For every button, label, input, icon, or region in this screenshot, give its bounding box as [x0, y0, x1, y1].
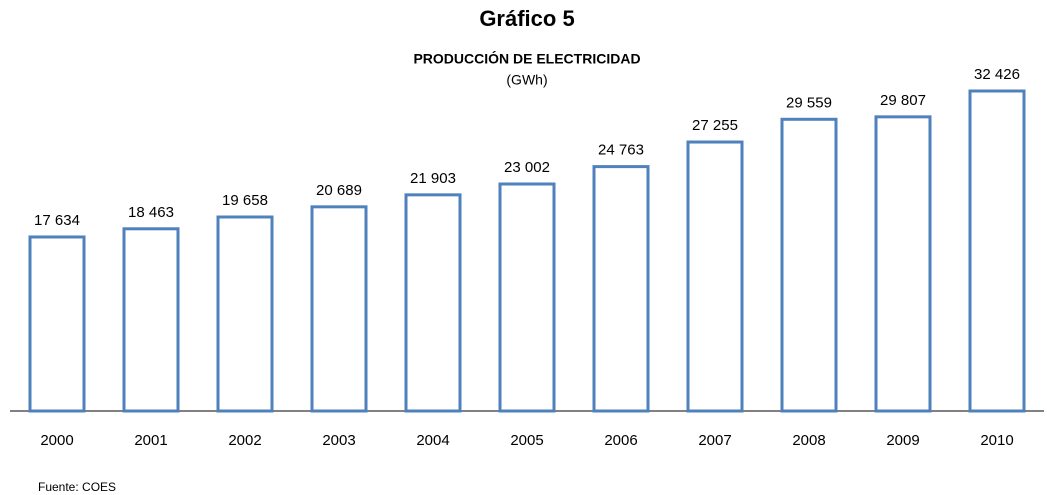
x-tick-label: 2005 — [510, 432, 543, 449]
data-label: 27 255 — [692, 117, 738, 134]
x-tick-label: 2010 — [980, 432, 1013, 449]
data-label: 23 002 — [504, 159, 550, 176]
x-tick-label: 2002 — [228, 432, 261, 449]
x-tick-label: 2009 — [886, 432, 919, 449]
unit-label: (GWh) — [506, 72, 547, 88]
bar — [28, 235, 86, 413]
bar — [498, 182, 556, 413]
data-label: 18 463 — [128, 204, 174, 221]
bar — [122, 227, 180, 413]
data-label: 17 634 — [34, 212, 80, 229]
data-label: 21 903 — [410, 170, 456, 187]
chart-subtitle: PRODUCCIÓN DE ELECTRICIDAD — [413, 50, 640, 67]
x-tick-label: 2008 — [792, 432, 825, 449]
bar — [874, 115, 932, 413]
data-label: 29 807 — [880, 92, 926, 109]
x-tick-label: 2007 — [698, 432, 731, 449]
bar — [592, 165, 650, 413]
source-note: Fuente: COES — [38, 480, 116, 494]
bar — [404, 193, 462, 413]
bar — [780, 117, 838, 413]
data-label: 29 559 — [786, 94, 832, 111]
x-tick-label: 2006 — [604, 432, 637, 449]
data-label: 32 426 — [974, 66, 1020, 83]
bar — [216, 215, 274, 413]
x-tick-label: 2001 — [134, 432, 167, 449]
x-tick-label: 2000 — [40, 432, 73, 449]
x-tick-label: 2004 — [416, 432, 449, 449]
bar — [686, 140, 744, 413]
data-label: 20 689 — [316, 182, 362, 199]
data-label: 24 763 — [598, 142, 644, 159]
bar — [310, 205, 368, 413]
chart-title: Gráfico 5 — [479, 6, 574, 31]
bar — [968, 89, 1026, 413]
data-label: 19 658 — [222, 192, 268, 209]
x-tick-label: 2003 — [322, 432, 355, 449]
